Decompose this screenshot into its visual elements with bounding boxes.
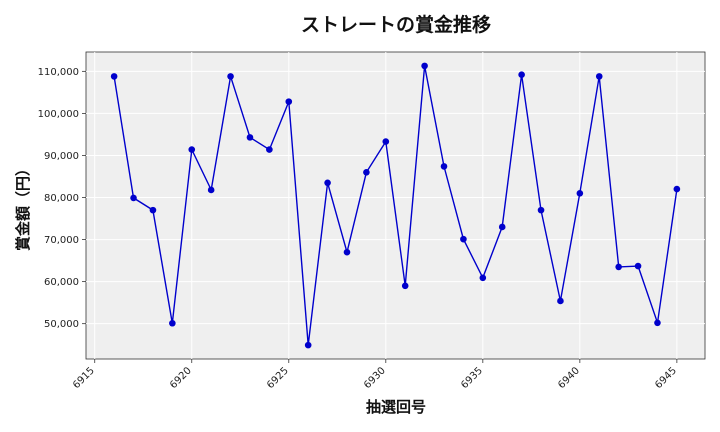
- data-point: [188, 146, 196, 153]
- data-point: [343, 248, 351, 256]
- data-point: [498, 223, 506, 231]
- y-tick-label: 80,000: [44, 193, 79, 204]
- data-point: [266, 146, 273, 153]
- data-point: [382, 138, 390, 145]
- data-point: [654, 319, 661, 327]
- data-point: [479, 274, 487, 282]
- data-point: [557, 297, 564, 305]
- data-point: [595, 73, 603, 80]
- data-point: [246, 134, 254, 141]
- y-tick-label: 70,000: [44, 235, 79, 246]
- data-point: [169, 319, 176, 327]
- data-point: [363, 168, 370, 176]
- y-tick-label: 100,000: [38, 109, 79, 120]
- data-point: [673, 185, 681, 193]
- data-point: [149, 206, 157, 214]
- data-point: [518, 71, 525, 79]
- data-point: [285, 98, 293, 105]
- y-tick-label: 60,000: [44, 277, 79, 288]
- y-tick-label: 90,000: [44, 151, 79, 162]
- data-point: [421, 62, 428, 70]
- data-point: [227, 73, 234, 80]
- data-point: [207, 186, 215, 194]
- chart-title: ストレートの賞金推移: [301, 13, 491, 36]
- x-tick-label: 6920: [168, 365, 194, 391]
- x-tick-label: 6925: [265, 365, 291, 391]
- x-tick-label: 6940: [556, 365, 582, 391]
- data-point: [130, 194, 137, 202]
- x-tick-label: 6930: [362, 365, 388, 391]
- y-tick-label: 50,000: [44, 319, 79, 330]
- data-point: [304, 341, 312, 349]
- data-point: [110, 73, 118, 80]
- data-point: [634, 262, 642, 270]
- series-layer: [110, 62, 681, 349]
- y-axis-label: 賞金額（円）: [14, 161, 32, 251]
- x-tick-label: 6935: [459, 365, 485, 391]
- data-point: [576, 190, 584, 197]
- data-point: [324, 179, 331, 187]
- y-tick-label: 110,000: [38, 67, 79, 78]
- series-line: [113, 65, 678, 346]
- x-tick-label: 6945: [653, 365, 679, 391]
- x-axis-label: 抽選回号: [366, 398, 426, 416]
- data-point: [440, 163, 448, 170]
- data-point: [615, 263, 622, 271]
- data-point: [537, 206, 545, 214]
- x-tick-label: 6915: [71, 365, 97, 391]
- data-point: [401, 282, 409, 290]
- data-point: [460, 235, 467, 243]
